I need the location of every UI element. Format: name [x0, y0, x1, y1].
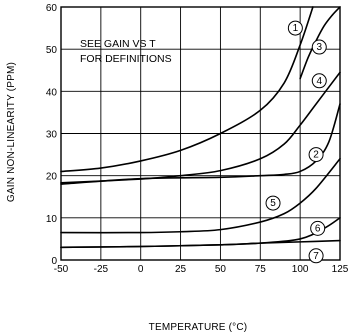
series-line-4 — [60, 71, 341, 184]
x-tick-label: 75 — [255, 264, 267, 275]
series-marker-circle-1 — [287, 20, 303, 36]
annotation-line-2: FOR DEFINITIONS — [80, 53, 172, 65]
series-marker-label-1: 1 — [293, 23, 299, 34]
x-tick-label: -50 — [54, 264, 69, 275]
series-marker-circle-4 — [311, 73, 327, 89]
y-axis-label: GAIN NON-LINEARITY (PPM) — [6, 62, 17, 202]
series-line-3 — [299, 6, 341, 80]
y-tick-label: 10 — [46, 214, 58, 225]
series-marker-label-4: 4 — [316, 76, 322, 87]
x-tick-label: 125 — [332, 264, 349, 275]
series-markers: 1 3 4 2 5 6 7 — [265, 20, 327, 264]
series-marker-label-3: 3 — [316, 42, 322, 53]
y-tick-label: 50 — [46, 45, 58, 56]
y-tick-label: 60 — [46, 3, 58, 14]
series-line-5 — [60, 158, 341, 234]
x-tick-label: 25 — [175, 264, 187, 275]
series-marker-circle-5 — [265, 195, 281, 211]
plot-frame — [60, 6, 341, 261]
y-tick-label: 30 — [46, 130, 58, 141]
x-tick-label: 0 — [138, 264, 144, 275]
series-marker-label-7: 7 — [313, 251, 319, 262]
series-curves — [60, 6, 341, 249]
series-marker-label-2: 2 — [313, 150, 319, 161]
y-tick-label: 0 — [51, 256, 57, 267]
annotation-line-1: SEE GAIN VS T — [80, 38, 156, 50]
x-tick-label: 100 — [292, 264, 309, 275]
x-axis-label: TEMPERATURE (°C) — [149, 322, 248, 333]
x-tick-label: 50 — [215, 264, 227, 275]
x-tick-label: -25 — [94, 264, 109, 275]
series-marker-label-6: 6 — [315, 223, 321, 234]
series-line-7 — [60, 239, 341, 249]
series-marker-circle-2 — [308, 147, 324, 163]
series-marker-label-5: 5 — [270, 198, 276, 209]
y-tick-label: 20 — [46, 172, 58, 183]
series-line-1 — [60, 6, 314, 173]
series-line-2 — [60, 103, 341, 185]
y-tick-label: 40 — [46, 87, 58, 98]
series-marker-circle-7 — [308, 248, 324, 264]
series-marker-circle-3 — [311, 39, 327, 55]
series-marker-circle-6 — [310, 220, 326, 236]
